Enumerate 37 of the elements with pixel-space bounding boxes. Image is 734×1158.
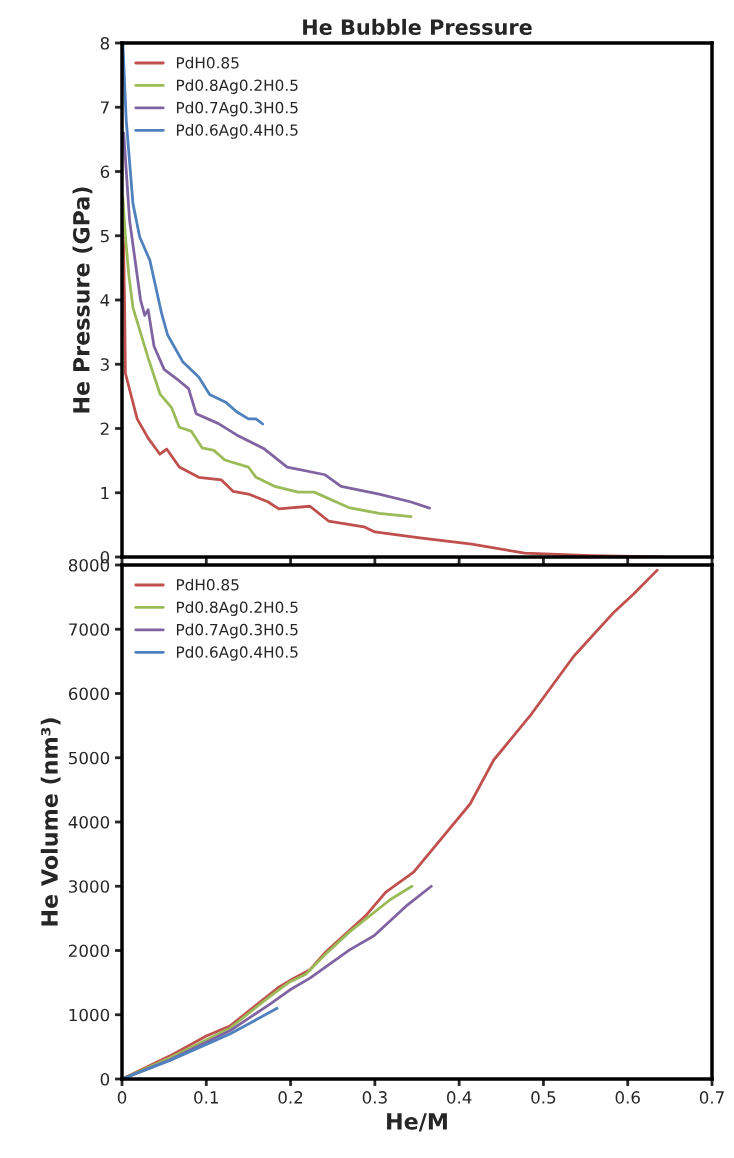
legend-label: PdH0.85 — [176, 578, 239, 591]
y-tick-label: 1 — [101, 486, 109, 500]
y-tick-label: 7000 — [69, 623, 110, 636]
y-tick-label: 1000 — [69, 1008, 110, 1022]
x-tick-label: 0.7 — [699, 1091, 724, 1104]
y-tick-label: 8 — [100, 36, 110, 50]
y-tick-label: 5000 — [69, 751, 110, 765]
y-tick-label: 5 — [100, 229, 109, 243]
y-tick-label: 3 — [100, 358, 109, 371]
y-tick-label: 4000 — [68, 815, 110, 829]
x-tick-label: 0.5 — [531, 1091, 556, 1104]
x-tick-label: 0.4 — [446, 1091, 472, 1104]
legend-label: Pd0.7Ag0.3H0.5 — [176, 101, 298, 117]
x-tick-label: 0.6 — [615, 1091, 640, 1104]
y-tick-label: 2000 — [69, 944, 110, 958]
line-series — [122, 1006, 279, 1079]
legend-label: Pd0.6Ag0.4H0.5 — [176, 124, 298, 139]
x-tick-label: 0 — [117, 1091, 127, 1104]
x-tick-label: 0.3 — [362, 1091, 387, 1104]
y-axis-title: He Pressure (GPa) — [72, 187, 93, 413]
y-tick-label: 3000 — [69, 880, 110, 893]
y-tick-label: 4 — [100, 294, 110, 307]
chart-title: He Bubble Pressure — [303, 18, 532, 35]
legend-label: Pd0.8Ag0.2H0.5 — [176, 79, 298, 94]
y-tick-label: 7 — [100, 101, 109, 114]
y-tick-label: 2 — [100, 422, 109, 435]
y-tick-label: 6 — [100, 165, 110, 179]
legend-label: Pd0.8Ag0.2H0.5 — [176, 601, 298, 616]
y-axis-title: He Volume (nm³) — [40, 718, 61, 926]
x-axis-title: He/M — [387, 1113, 447, 1132]
x-tick-label: 0.1 — [194, 1091, 218, 1104]
y-tick-label: 6000 — [68, 687, 110, 701]
legend-label: Pd0.7Ag0.3H0.5 — [176, 623, 298, 639]
legend-label: PdH0.85 — [176, 56, 239, 69]
x-tick-label: 0.2 — [278, 1091, 303, 1104]
legend-label: Pd0.6Ag0.4H0.5 — [176, 646, 298, 661]
y-tick-label: 0 — [100, 1072, 110, 1086]
